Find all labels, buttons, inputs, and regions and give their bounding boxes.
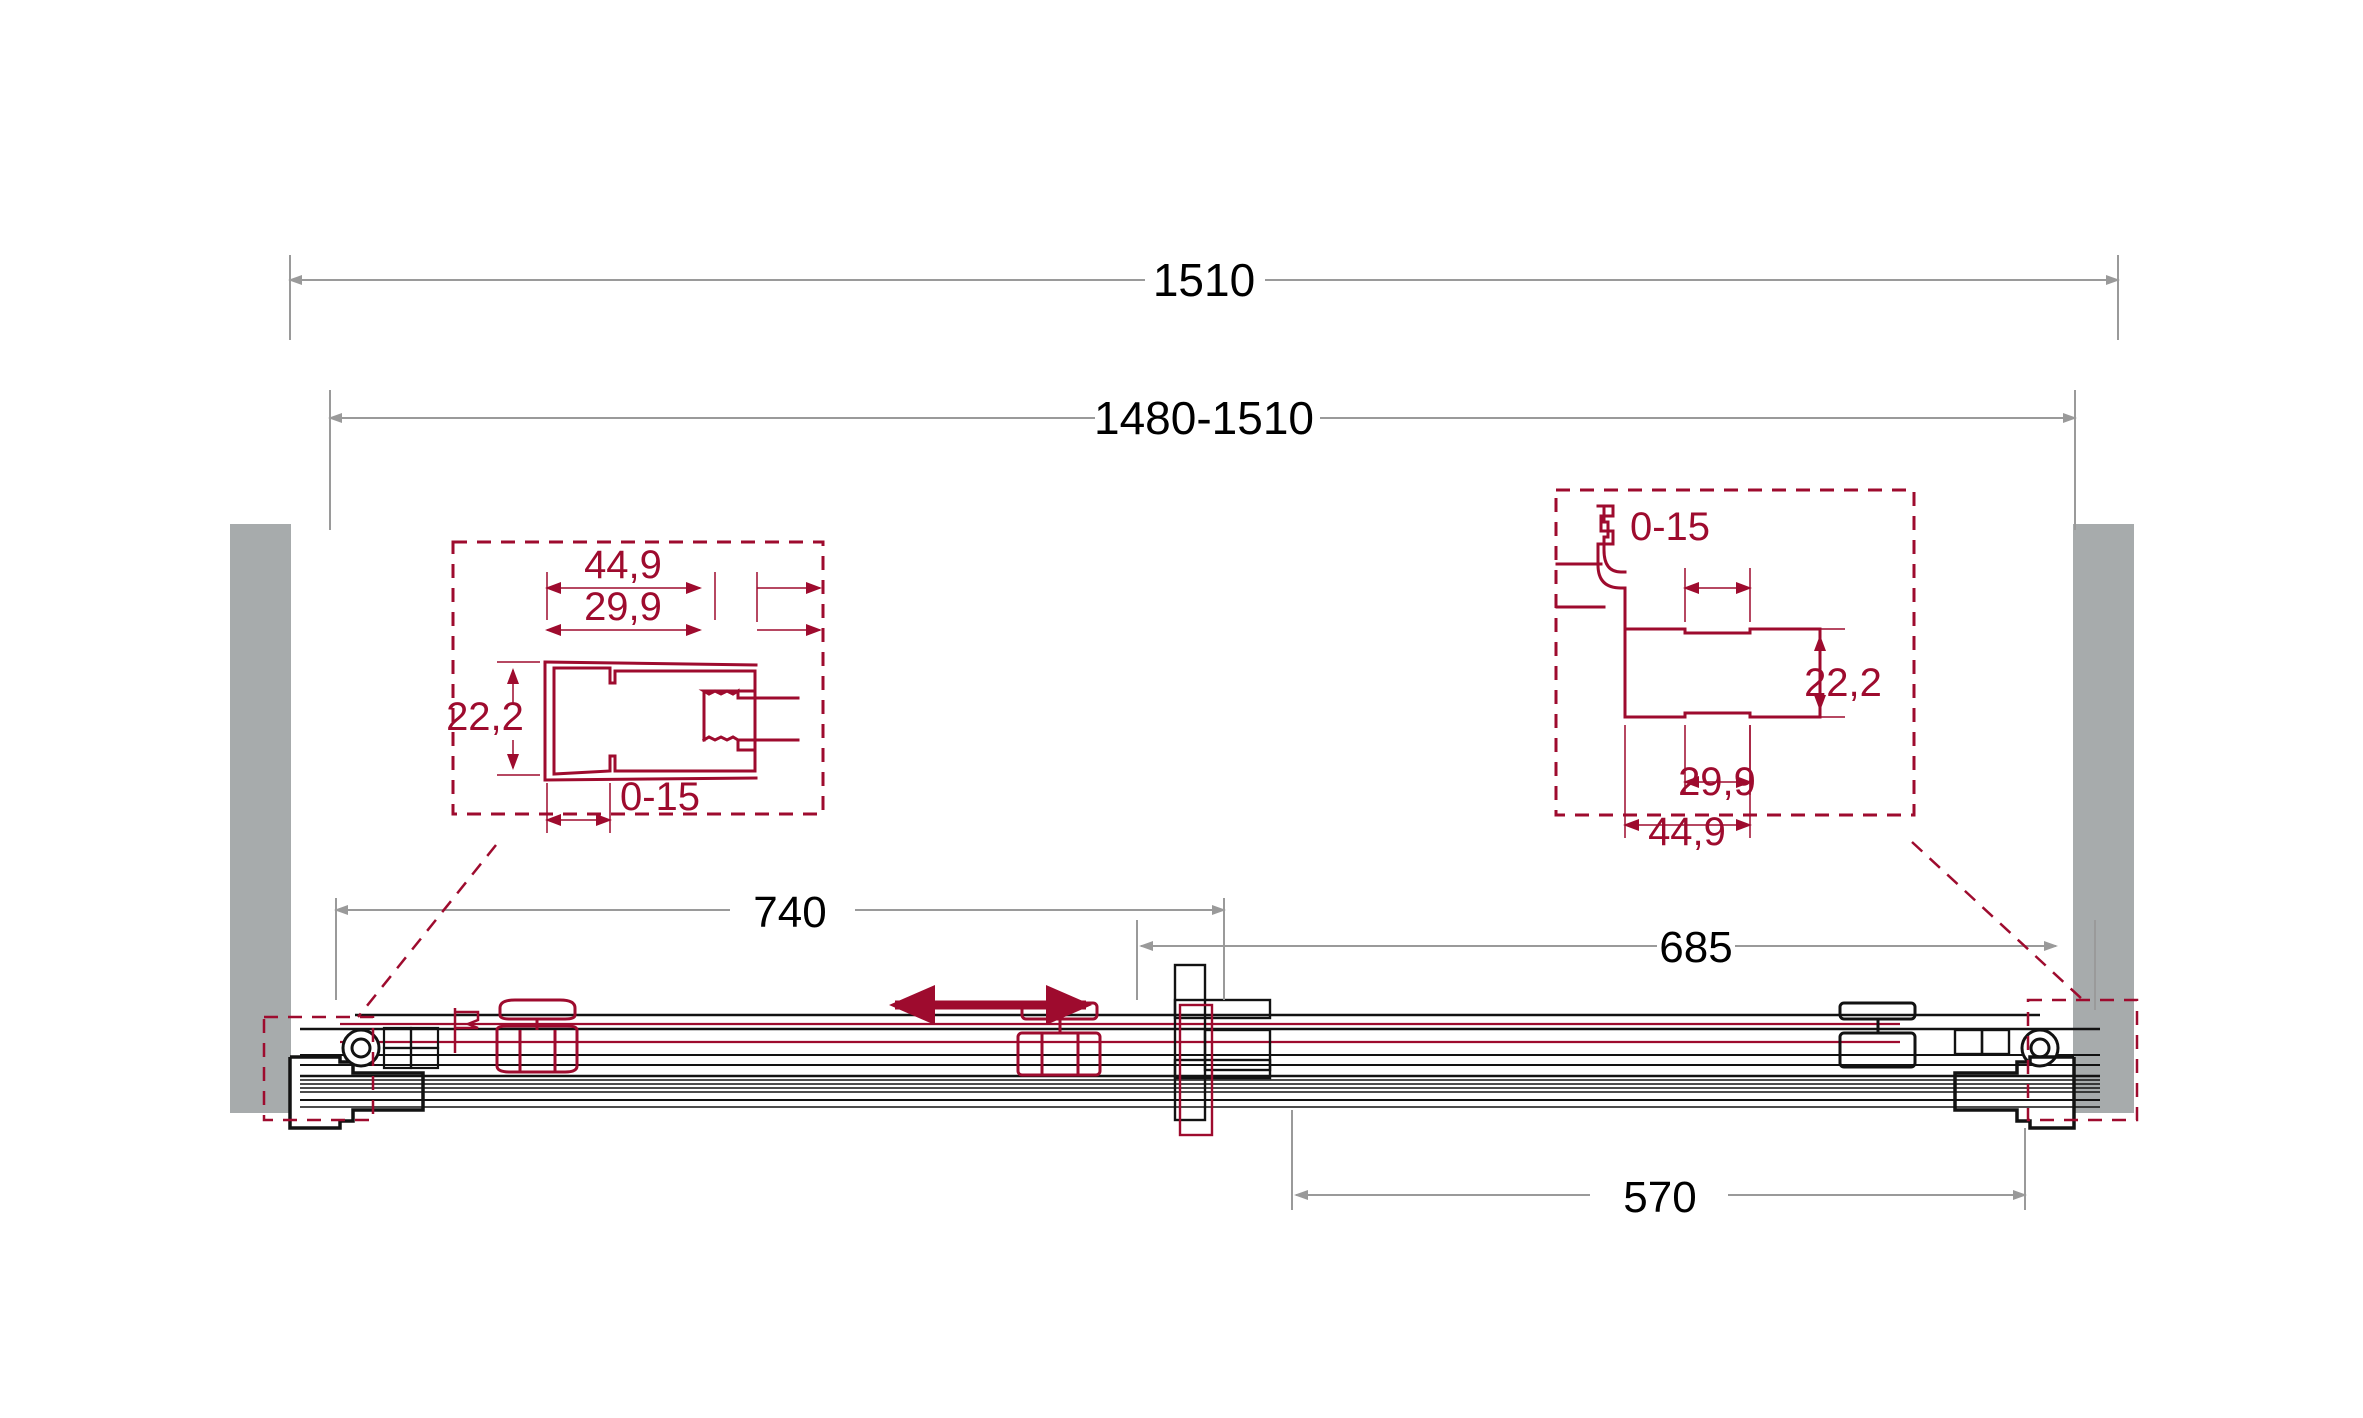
svg-text:22,2: 22,2	[446, 695, 524, 739]
svg-text:685: 685	[1659, 923, 1732, 972]
svg-text:0-15: 0-15	[620, 775, 700, 819]
svg-text:740: 740	[753, 888, 826, 937]
svg-text:29,9: 29,9	[584, 585, 662, 629]
svg-text:29,9: 29,9	[1678, 760, 1756, 804]
svg-text:570: 570	[1623, 1173, 1696, 1222]
svg-text:0-15: 0-15	[1630, 505, 1710, 549]
svg-text:22,2: 22,2	[1804, 661, 1882, 705]
svg-text:44,9: 44,9	[584, 543, 662, 587]
svg-text:1480-1510: 1480-1510	[1094, 392, 1314, 444]
svg-text:1510: 1510	[1153, 254, 1255, 306]
svg-text:44,9: 44,9	[1648, 810, 1726, 854]
